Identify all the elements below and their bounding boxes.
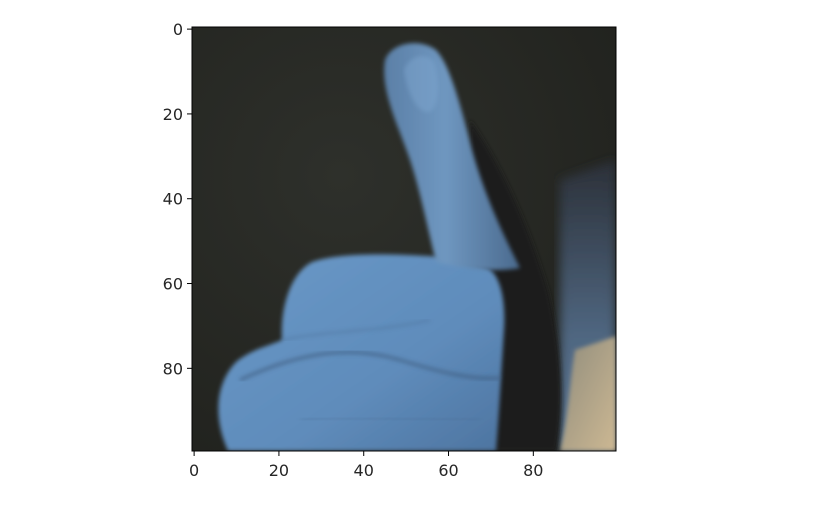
y-axis: 0 20 40 60 80 [163, 20, 192, 378]
y-tick-label: 40 [163, 190, 183, 209]
thumbs-up-image [192, 27, 616, 451]
plot-frame [191, 26, 617, 452]
y-tick-label: 60 [163, 275, 183, 294]
x-axis: 0 20 40 60 80 [189, 451, 543, 480]
y-tick-label: 80 [163, 359, 183, 378]
x-tick-label: 20 [269, 461, 289, 480]
x-tick-label: 0 [189, 461, 199, 480]
y-tick-label: 0 [173, 20, 183, 39]
x-tick-label: 60 [438, 461, 458, 480]
x-tick-label: 40 [354, 461, 374, 480]
x-tick-label: 80 [523, 461, 543, 480]
y-tick-label: 20 [163, 105, 183, 124]
